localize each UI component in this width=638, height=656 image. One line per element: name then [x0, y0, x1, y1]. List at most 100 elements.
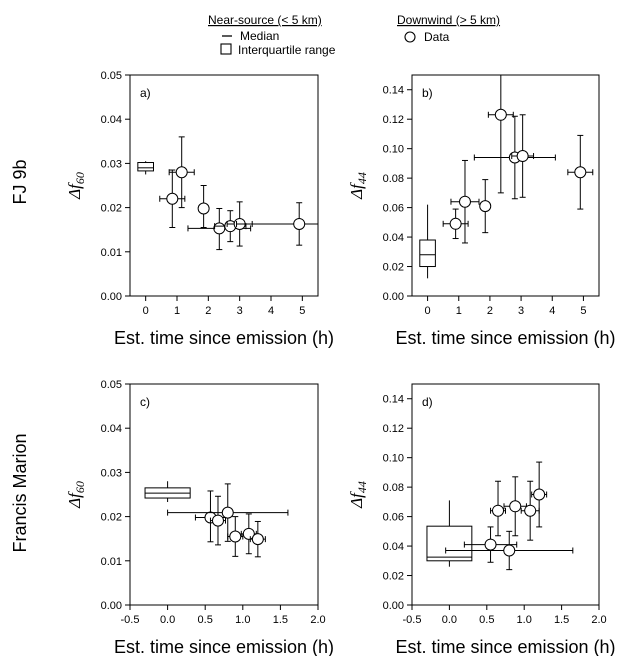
x-tick-label: 2: [487, 305, 493, 317]
x-axis-label: Est. time since emission (h): [114, 328, 334, 348]
data-point: [484, 538, 497, 551]
plot-frame: [411, 383, 600, 606]
box-iqr: [137, 162, 154, 172]
x-tick-label: 1.0: [235, 614, 250, 626]
plot-frame: [129, 383, 319, 606]
x-tick-label: 2.0: [591, 614, 606, 626]
x-tick-label: 4: [268, 305, 274, 317]
data-point: [211, 514, 224, 527]
data-point: [175, 166, 188, 179]
panel-label: c): [140, 395, 150, 409]
y-axis-label-sub: 60: [73, 172, 87, 184]
y-tick-label: 0.02: [101, 512, 122, 524]
y-tick-label: 0.00: [101, 291, 122, 303]
data-point: [166, 192, 179, 205]
panel-label: b): [422, 86, 433, 100]
row-label-fj9b: FJ 9b: [10, 159, 30, 204]
x-tick-label: 0.5: [479, 614, 494, 626]
x-tick-label: 1.0: [517, 614, 532, 626]
data-point: [197, 202, 210, 215]
x-tick-label: 0: [143, 305, 149, 317]
x-tick-label: 1: [174, 305, 180, 317]
y-tick-label: 0.08: [383, 173, 404, 185]
y-axis-label-main: Δf: [65, 491, 84, 509]
data-point: [213, 222, 226, 235]
x-tick-label: 0.0: [442, 614, 457, 626]
y-tick-label: 0.03: [101, 158, 122, 170]
panel-a: 0.00 0.01 0.02 0.03 0.04 0.05 0 1 2 3 4 5 a) Est. tim…: [65, 70, 334, 348]
y-tick-label: 0.04: [101, 114, 122, 126]
legend: Near-source (< 5 km) Median Interquartil…: [208, 13, 500, 57]
panel-c: 0.00 0.01 0.02 0.03 0.04 0.05 -0.5 0.0 0.5 1.0 1.5…: [65, 379, 334, 656]
y-axis-label-sub: 60: [73, 481, 87, 493]
x-tick-label: 2.0: [310, 614, 325, 626]
y-tick-label: 0.01: [101, 556, 122, 568]
legend-near-source-title: Near-source (< 5 km): [208, 13, 322, 27]
y-tick-label: 0.03: [101, 467, 122, 479]
x-tick-label: 0.0: [160, 614, 175, 626]
y-axis-label-sub: 44: [355, 481, 369, 493]
x-axis-label: Est. time since emission (h): [395, 328, 615, 348]
y-axis-label: Δf44: [347, 172, 369, 200]
x-tick-label: 3: [518, 305, 524, 317]
x-axis-label: Est. time since emission (h): [395, 637, 615, 656]
y-axis-label: Δf44: [347, 481, 369, 509]
y-tick-label: 0.00: [101, 600, 122, 612]
x-tick-label: 3: [237, 305, 243, 317]
y-tick-label: 0.14: [383, 394, 404, 406]
data-point: [449, 217, 462, 230]
x-tick-label: 1: [456, 305, 462, 317]
y-tick-label: 0.05: [101, 70, 122, 82]
y-tick-label: 0.04: [383, 232, 404, 244]
plot-frame: [129, 74, 319, 297]
panel-b: 0.00 0.02 0.04 0.06 0.08 0.10 0.12 0.14 0 1 2 3 4 5 b)…: [347, 74, 616, 348]
y-tick-label: 0.06: [383, 512, 404, 524]
data-point: [533, 488, 546, 501]
y-tick-label: 0.10: [383, 453, 404, 465]
y-tick-label: 0.14: [383, 85, 404, 97]
panel-d: 0.00 0.02 0.04 0.06 0.08 0.10 0.12 0.14 -0.5 0.0 0…: [347, 383, 616, 656]
y-tick-label: 0.10: [383, 144, 404, 156]
x-tick-label: 0: [425, 305, 431, 317]
data-point: [503, 544, 516, 557]
y-tick-label: 0.12: [383, 423, 404, 435]
data-point: [516, 150, 529, 163]
y-tick-label: 0.04: [101, 423, 122, 435]
legend-data-label: Data: [424, 30, 450, 44]
y-tick-label: 0.08: [383, 482, 404, 494]
y-axis-label: Δf60: [65, 172, 87, 200]
data-point: [242, 527, 255, 540]
legend-downwind-title: Downwind (> 5 km): [397, 13, 500, 27]
x-tick-label: 4: [549, 305, 555, 317]
y-tick-label: 0.01: [101, 247, 122, 259]
legend-median-label: Median: [240, 29, 279, 43]
data-point: [494, 108, 507, 121]
legend-data-swatch: [404, 31, 416, 43]
x-tick-label: 1.5: [273, 614, 288, 626]
y-tick-label: 0.05: [101, 379, 122, 391]
data-point: [229, 530, 242, 543]
data-point: [524, 504, 537, 517]
plot-frame: [411, 74, 600, 297]
y-tick-label: 0.00: [383, 600, 404, 612]
y-axis-label-main: Δf: [347, 491, 366, 509]
x-tick-label: 5: [299, 305, 305, 317]
legend-iqr-swatch: [220, 43, 232, 55]
y-tick-label: 0.02: [383, 571, 404, 583]
data-point: [221, 506, 234, 519]
y-tick-label: 0.06: [383, 203, 404, 215]
data-point: [479, 200, 492, 213]
x-tick-label: 2: [205, 305, 211, 317]
box-iqr: [426, 525, 473, 562]
x-tick-label: 0.5: [198, 614, 213, 626]
panel-label: a): [140, 86, 151, 100]
y-axis-label-main: Δf: [65, 182, 84, 200]
y-axis-label-sub: 44: [355, 172, 369, 184]
y-axis-label-main: Δf: [347, 182, 366, 200]
x-tick-label: 5: [580, 305, 586, 317]
y-tick-label: 0.12: [383, 114, 404, 126]
panel-label: d): [422, 395, 433, 409]
data-point: [293, 217, 306, 230]
data-point: [251, 533, 264, 546]
